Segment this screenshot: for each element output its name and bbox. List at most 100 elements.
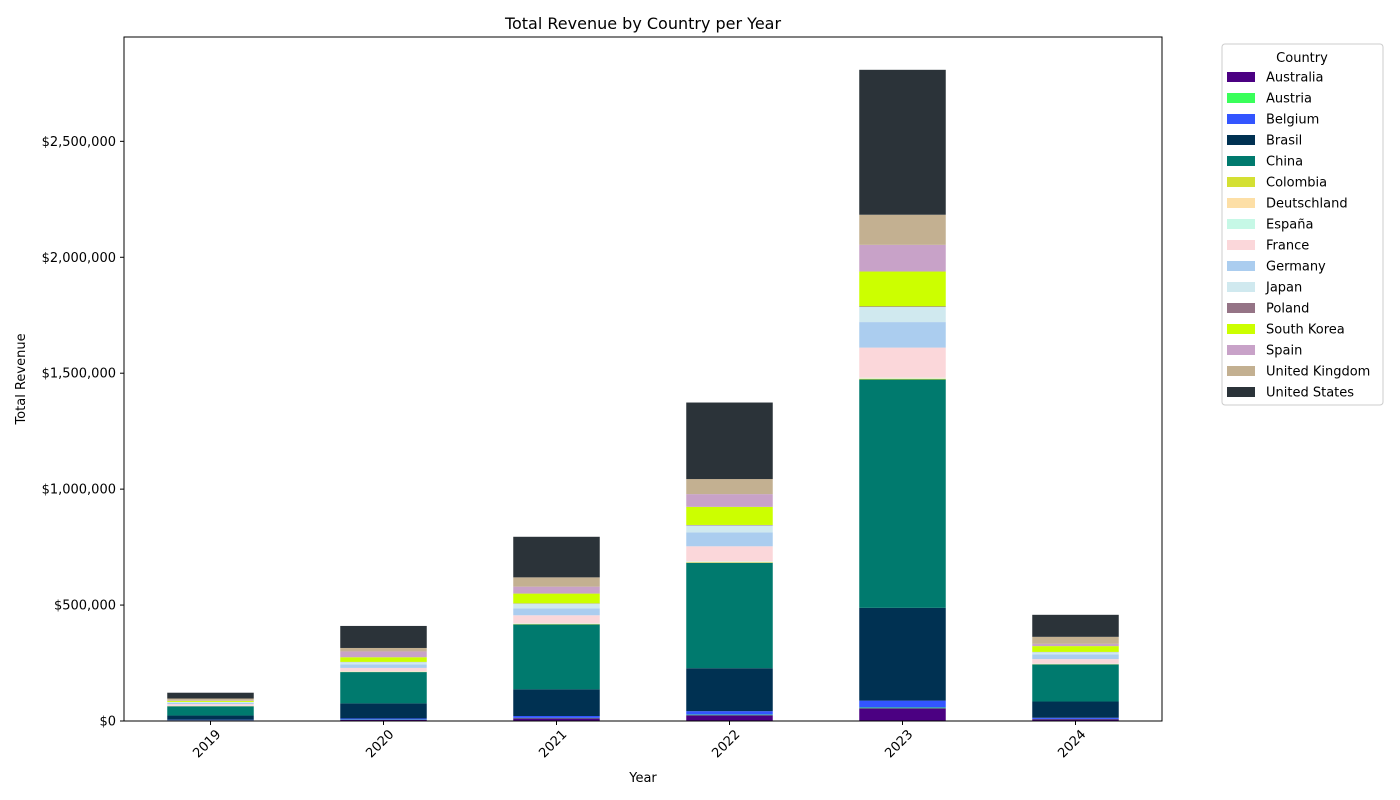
bar-segment-2020-spain xyxy=(340,651,427,658)
bar-segment-2019-south-korea xyxy=(167,700,254,702)
x-tick-label: 2024 xyxy=(1055,727,1089,761)
legend-swatch xyxy=(1227,387,1255,397)
bar-segment-2023-south-korea xyxy=(859,271,946,307)
y-tick-label: $2,500,000 xyxy=(42,135,116,150)
bar-segment-2022-united-states xyxy=(686,402,773,480)
legend-label: United States xyxy=(1266,386,1354,401)
bar-segment-2022-japan xyxy=(686,525,773,533)
legend-swatch xyxy=(1227,240,1255,250)
legend-label: Colombia xyxy=(1266,176,1327,191)
bar-segment-2024-belgium xyxy=(1032,717,1119,719)
bar-segment-2024-france xyxy=(1032,659,1119,664)
x-tick-label: 2023 xyxy=(882,727,916,761)
bar-segment-2024-united-kingdom xyxy=(1032,636,1119,644)
y-tick-label: $2,000,000 xyxy=(42,251,116,266)
legend-swatch xyxy=(1227,261,1255,271)
bar-segment-2020-united-kingdom xyxy=(340,647,427,652)
legend: Country Australia Austria Belgium Brasil Chi… xyxy=(1221,43,1384,406)
bar-segment-2020-south-korea xyxy=(340,657,427,662)
bar-segment-2023-austria xyxy=(859,707,946,709)
legend-items: Australia Austria Belgium Brasil China Colomb… xyxy=(1227,71,1370,401)
legend-swatch xyxy=(1227,114,1255,124)
bar-segment-2021-germany xyxy=(513,608,600,616)
bar-segment-2023-spain xyxy=(859,244,946,272)
bar-segment-2022-china xyxy=(686,562,773,669)
bar-segment-2021-brasil xyxy=(513,689,600,717)
bar-segment-2021-spain xyxy=(513,586,600,594)
bar-segment-2023-france xyxy=(859,347,946,378)
x-axis-label: Year xyxy=(628,771,657,786)
legend-label: Germany xyxy=(1266,260,1326,275)
bar-segment-2019-japan xyxy=(167,701,254,703)
bar-segment-2023-united-kingdom xyxy=(859,214,946,245)
bar-segment-2021-france xyxy=(513,615,600,624)
bar-segment-2019-united-states xyxy=(167,692,254,699)
bar-segment-2019-germany xyxy=(167,702,254,705)
y-tick-label: $500,000 xyxy=(54,599,116,614)
bar-segment-2023-japan xyxy=(859,307,946,323)
bar-segment-2024-china xyxy=(1032,664,1119,702)
legend-label: United Kingdom xyxy=(1266,365,1370,380)
legend-swatch xyxy=(1227,93,1255,103)
legend-swatch xyxy=(1227,324,1255,334)
legend-label: Brasil xyxy=(1266,134,1302,149)
bar-segment-2019-france xyxy=(167,704,254,706)
legend-swatch xyxy=(1227,135,1255,145)
x-axis: 2019 2020 2021 2022 2023 2024 xyxy=(190,721,1089,761)
legend-swatch xyxy=(1227,156,1255,166)
bar-segment-2019-spain xyxy=(167,699,254,701)
x-tick-label: 2019 xyxy=(190,727,224,761)
legend-swatch xyxy=(1227,303,1255,313)
legend-label: China xyxy=(1266,155,1303,170)
bar-segment-2022-australia xyxy=(686,715,773,721)
bar-segment-2022-brasil xyxy=(686,668,773,712)
legend-frame xyxy=(1221,43,1384,406)
bar-segment-2021-japan xyxy=(513,603,600,609)
bar-segment-2020-france xyxy=(340,667,427,672)
bar-segment-2023-poland xyxy=(859,306,946,308)
bar-segment-2022-united-kingdom xyxy=(686,479,773,495)
legend-label: Deutschland xyxy=(1266,197,1348,212)
legend-label: Belgium xyxy=(1266,113,1319,128)
x-tick-label: 2020 xyxy=(363,727,397,761)
legend-label: Japan xyxy=(1265,281,1302,296)
y-tick-label: $0 xyxy=(99,715,116,730)
chart-title: Total Revenue by Country per Year xyxy=(504,14,782,33)
bar-segment-2020-united-states xyxy=(340,625,427,648)
y-tick-label: $1,500,000 xyxy=(42,367,116,382)
bar-segment-2021-belgium xyxy=(513,716,600,718)
legend-swatch xyxy=(1227,282,1255,292)
bar-segment-2022-belgium xyxy=(686,711,773,715)
y-axis-label: Total Revenue xyxy=(14,333,29,425)
bar-segment-2020-belgium xyxy=(340,718,427,720)
x-tick-label: 2021 xyxy=(536,727,570,761)
bar-segment-2023-australia xyxy=(859,708,946,721)
bar-segment-2022-france xyxy=(686,546,773,562)
legend-swatch xyxy=(1227,366,1255,376)
bar-segment-2022-south-korea xyxy=(686,506,773,525)
legend-label: Australia xyxy=(1266,71,1324,86)
bar-segment-2020-australia xyxy=(340,719,427,721)
bar-segment-2019-china xyxy=(167,706,254,716)
legend-swatch xyxy=(1227,219,1255,229)
bar-segment-2024-south-korea xyxy=(1032,646,1119,652)
bar-segment-2023-china xyxy=(859,379,946,608)
bar-segment-2021-united-kingdom xyxy=(513,577,600,587)
bar-segment-2023-united-states xyxy=(859,69,946,215)
bar-segment-2022-germany xyxy=(686,532,773,547)
legend-swatch xyxy=(1227,72,1255,82)
bar-segment-2021-south-korea xyxy=(513,593,600,604)
bar-segment-2020-china xyxy=(340,672,427,704)
bar-segment-2023-germany xyxy=(859,322,946,348)
bar-segment-2024-brasil xyxy=(1032,701,1119,718)
bar-segment-2023-belgium xyxy=(859,700,946,708)
bar-segment-2021-australia xyxy=(513,718,600,721)
bar-segment-2020-brasil xyxy=(340,703,427,719)
bar-segment-2024-germany xyxy=(1032,654,1119,660)
bar-segment-2020-germany xyxy=(340,664,427,668)
y-axis: $0 $500,000 $1,000,000 $1,500,000 $2,000,000… xyxy=(42,135,124,730)
legend-label: France xyxy=(1266,239,1309,254)
bar-segment-2024-spain xyxy=(1032,643,1119,647)
legend-label: Austria xyxy=(1266,92,1312,107)
